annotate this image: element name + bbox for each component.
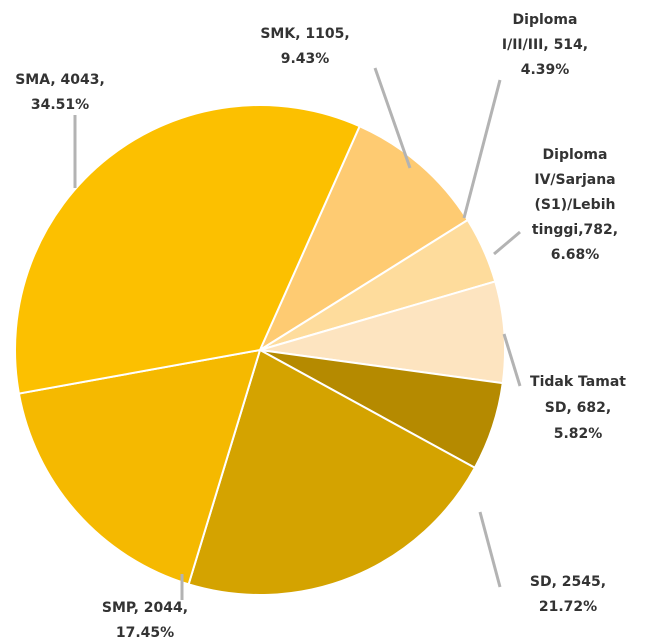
- slice-label: Diploma I/II/III, 514, 4.39%: [502, 12, 588, 78]
- slice-label-line: (S1)/Lebih: [535, 197, 616, 213]
- slice-label-line: SMP, 2044,: [102, 600, 188, 616]
- slice-label-line: SMK, 1105,: [260, 26, 349, 42]
- pie-slice: [17, 348, 262, 586]
- slice-label-line: IV/Sarjana: [534, 172, 615, 188]
- slice-label-line: SD, 682,: [545, 400, 611, 416]
- leader-line: [373, 67, 412, 169]
- slice-label: Tidak Tamat SD, 682, 5.82%: [530, 374, 626, 442]
- leader-line: [478, 511, 502, 588]
- pie-slice: [257, 124, 470, 353]
- slice-label-line: Tidak Tamat: [530, 374, 626, 390]
- leader-line: [462, 79, 502, 219]
- slice-label: SMK, 1105, 9.43%: [260, 26, 349, 67]
- leader-line: [493, 230, 521, 256]
- slice-label-line: SMA, 4043,: [15, 72, 105, 88]
- slice-label-line: Diploma: [543, 147, 608, 163]
- slice-label-line: SD, 2545,: [530, 574, 606, 590]
- slice-label: Diploma IV/Sarjana (S1)/Lebih tinggi,782, 6.…: [532, 147, 618, 263]
- pie-slice: [14, 104, 361, 395]
- pie-slice: [187, 348, 477, 596]
- leader-line: [502, 333, 522, 387]
- slice-label-line: 4.39%: [521, 62, 570, 78]
- slice-label-line: Diploma: [513, 12, 578, 28]
- slice-label-line: tinggi,782,: [532, 222, 618, 238]
- slice-label: SMA, 4043, 34.51%: [15, 72, 105, 113]
- slice-label-line: 6.68%: [551, 247, 600, 263]
- slice-label-line: 21.72%: [539, 599, 597, 615]
- slice-label-line: 9.43%: [281, 51, 330, 67]
- slice-label-line: 34.51%: [31, 97, 89, 113]
- slice-label: SD, 2545, 21.72%: [530, 574, 606, 615]
- slice-label-line: I/II/III, 514,: [502, 37, 588, 53]
- slice-label-line: 5.82%: [554, 426, 603, 442]
- slice-label-line: 17.45%: [116, 625, 174, 641]
- slice-label: SMP, 2044, 17.45%: [102, 600, 188, 641]
